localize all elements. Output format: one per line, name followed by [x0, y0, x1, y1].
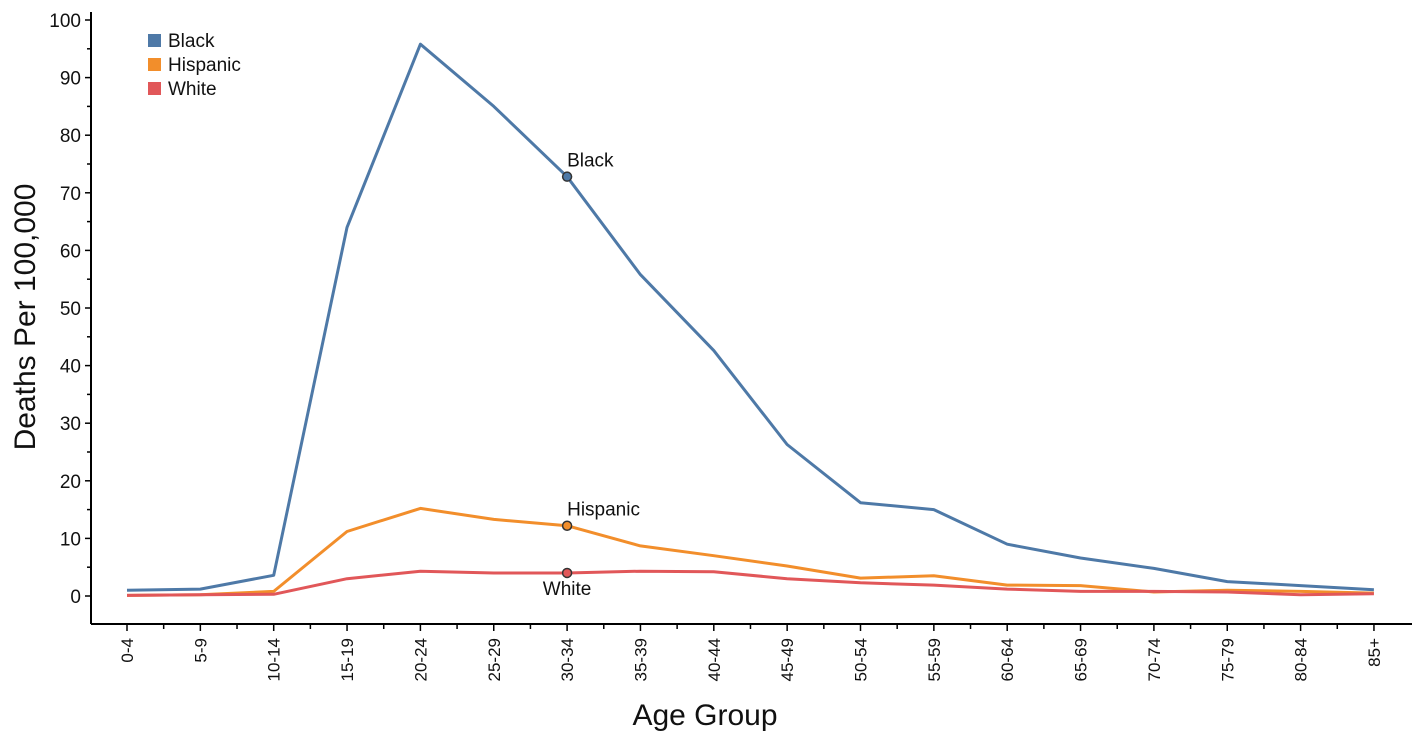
annotation-label-white: White: [543, 579, 592, 600]
y-tick-label: 100: [49, 11, 81, 32]
legend-label-hispanic: Hispanic: [168, 55, 241, 76]
x-tick-label: 75-79: [1218, 638, 1237, 681]
y-tick-label: 0: [70, 587, 81, 608]
x-tick-label: 50-54: [852, 638, 871, 681]
x-tick-label: 80-84: [1292, 638, 1311, 681]
y-tick-label: 10: [60, 529, 81, 550]
annotations: Black Hispanic White: [543, 151, 640, 600]
series-line-hispanic: [126, 506, 1374, 597]
series-line-black: [126, 42, 1374, 592]
legend-swatch-black: [148, 34, 161, 47]
x-tick-label: 5-9: [191, 638, 210, 663]
x-tick-label: 15-19: [338, 638, 357, 681]
x-tick-label: 40-44: [705, 638, 724, 681]
y-tick-label: 40: [60, 357, 81, 378]
x-tick-label: 35-39: [631, 638, 650, 681]
y-axis-title: Deaths Per 100,000: [9, 184, 42, 451]
x-tick-label: 70-74: [1145, 638, 1164, 681]
y-tick-label: 80: [60, 126, 81, 147]
y-tick-label: 30: [60, 414, 81, 435]
x-tick-label: 60-64: [998, 638, 1017, 681]
series-lines: [126, 42, 1374, 597]
x-tick-label: 30-34: [558, 638, 577, 681]
legend-swatch-hispanic: [148, 58, 161, 71]
legend: Black Hispanic White: [148, 31, 241, 100]
x-tick-label: 25-29: [485, 638, 504, 681]
annotation-label-hispanic: Hispanic: [567, 500, 640, 521]
y-tick-label: 70: [60, 184, 81, 205]
legend-label-black: Black: [168, 31, 215, 52]
x-tick-label: 10-14: [265, 638, 284, 681]
annotation-marker-hispanic: [561, 520, 573, 531]
series-line-white: [126, 569, 1374, 597]
legend-swatch-white: [148, 82, 161, 95]
annotation-marker-white: [561, 567, 573, 579]
annotation-marker-black: [561, 171, 573, 182]
y-tick-label: 50: [60, 299, 81, 320]
x-tick-label: 20-24: [411, 638, 430, 681]
x-tick-label: 45-49: [778, 638, 797, 681]
y-tick-label: 60: [60, 241, 81, 262]
annotation-label-black: Black: [567, 151, 614, 172]
x-tick-label: 85+: [1365, 638, 1384, 667]
x-tick-label: 55-59: [925, 638, 944, 681]
x-axis: 0-4 5-9 10-14 15-19 20-24 25-29 30-34 35-39 40-4…: [91, 623, 1412, 681]
x-axis-title: Age Group: [632, 699, 777, 732]
y-tick-label: 90: [60, 69, 81, 90]
legend-label-white: White: [168, 79, 217, 100]
y-tick-label: 20: [60, 472, 81, 493]
x-tick-label: 65-69: [1072, 638, 1091, 681]
y-axis: 0 10 20 30 40 50 60 70 80 90 100: [49, 11, 92, 624]
x-tick-label: 0-4: [118, 638, 137, 663]
